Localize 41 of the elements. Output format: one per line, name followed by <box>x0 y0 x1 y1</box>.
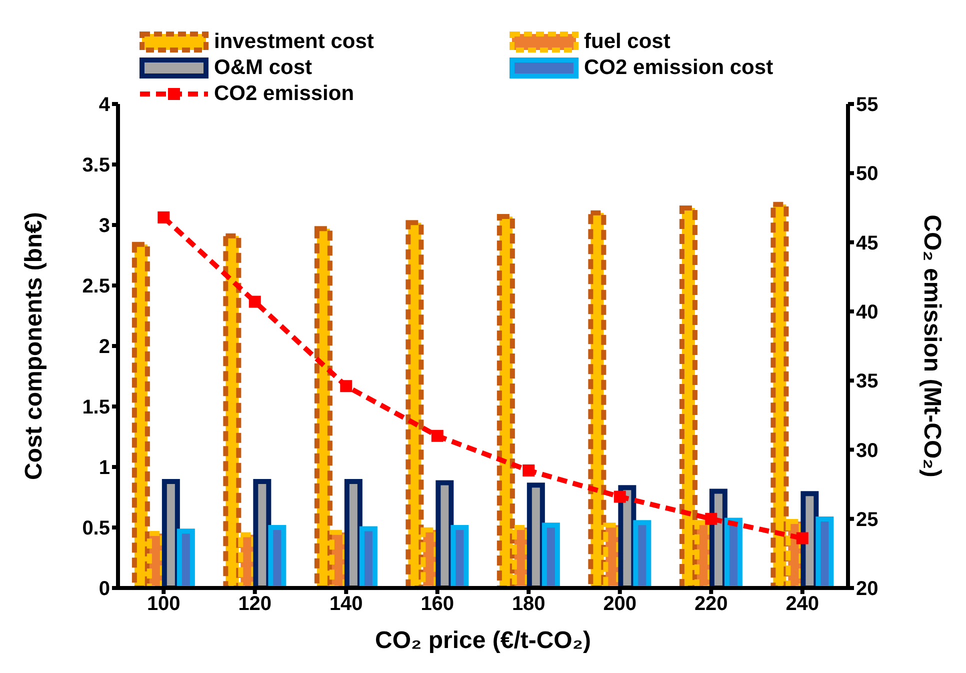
y-tick-label: 1 <box>98 457 110 480</box>
x-tick-label: 180 <box>512 593 546 616</box>
y2-tick-label: 30 <box>856 440 878 462</box>
y-tick-label: 3 <box>98 215 110 238</box>
point <box>431 430 444 442</box>
legend-label: CO2 emission <box>214 82 354 106</box>
y2-axis-title: CO₂ emission (Mt-CO₂) <box>918 214 946 478</box>
y-tick-label: 0 <box>98 578 110 600</box>
y-tick-label: 4 <box>98 94 111 116</box>
legend-label: investment cost <box>214 30 374 54</box>
y2-tick-label: 20 <box>856 578 878 600</box>
y2-tick-label: 25 <box>856 508 878 531</box>
y-tick-label: 0.5 <box>82 518 110 540</box>
point <box>522 464 535 476</box>
y2-tick-label: 40 <box>856 302 878 324</box>
point <box>614 490 626 503</box>
legend-label: O&M cost <box>214 56 312 80</box>
x-tick-label: 100 <box>146 593 180 616</box>
point <box>796 532 808 544</box>
y2-tick-label: 35 <box>856 370 878 393</box>
y-tick-label: 2.5 <box>82 276 110 298</box>
y-tick-label: 1.5 <box>82 396 110 419</box>
y-tick-label: 3.5 <box>82 154 110 177</box>
x-axis-title: CO₂ price (€/t-CO₂) <box>374 627 592 654</box>
point <box>158 211 170 224</box>
x-tick-label: 220 <box>694 593 728 616</box>
x-tick-label: 140 <box>329 593 363 616</box>
point <box>340 380 352 392</box>
legend-label: CO2 emission cost <box>584 56 774 80</box>
point <box>705 512 718 525</box>
y2-tick-label: 55 <box>856 94 878 116</box>
x-tick-label: 200 <box>603 593 637 616</box>
point <box>248 296 261 308</box>
y-axis-title: Cost components (bn€) <box>20 212 48 480</box>
legend-label: fuel cost <box>584 30 670 54</box>
y-tick-label: 2 <box>98 336 110 358</box>
y2-tick-label: 45 <box>856 232 878 254</box>
x-tick-label: 240 <box>786 593 820 616</box>
x-tick-label: 160 <box>420 593 454 616</box>
x-tick-label: 120 <box>238 593 272 616</box>
y2-tick-label: 50 <box>856 163 878 186</box>
